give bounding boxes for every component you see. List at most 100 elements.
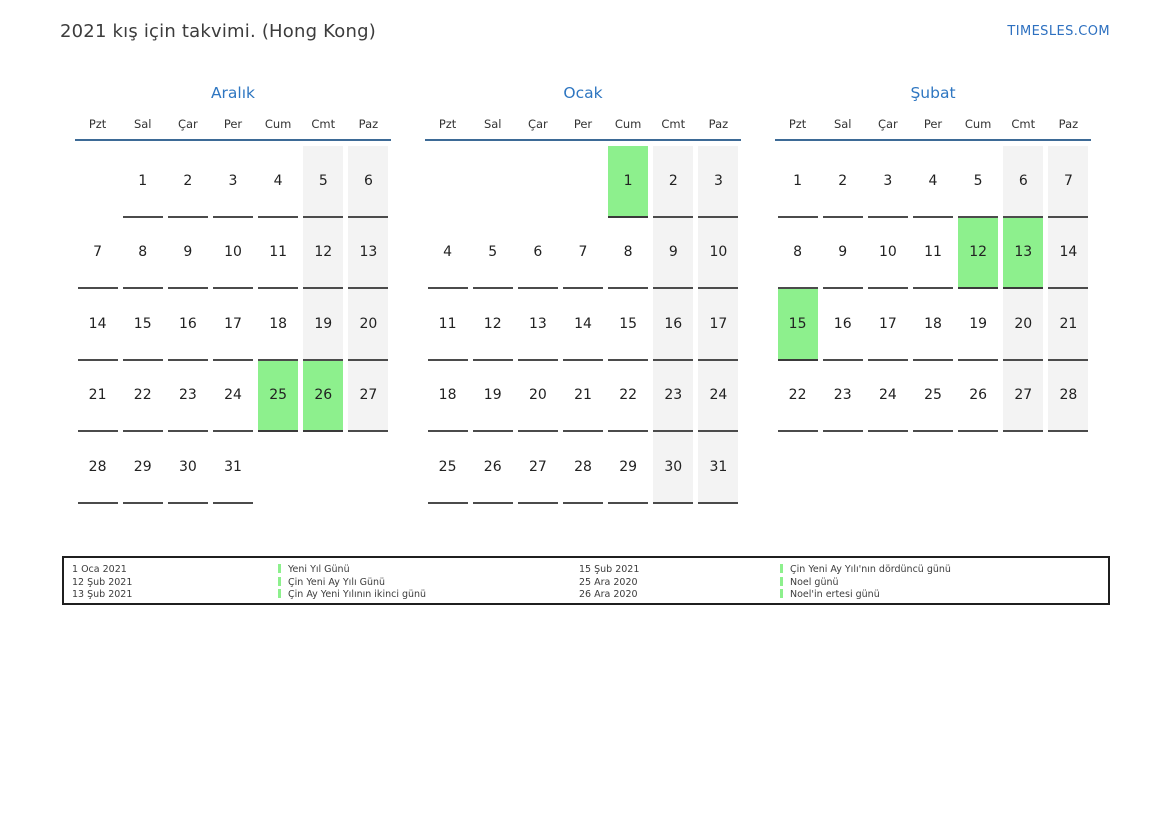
day-cell: 26 — [958, 360, 999, 432]
holiday-marker-icon — [278, 576, 281, 586]
month-şubat: Şubat Pzt Sal Çar Per Cum Cmt Paz 1 2 3 4 5 6 7 8 9 10 11 1… — [775, 83, 1091, 504]
weekday-header: Çar — [527, 117, 548, 131]
day-cell: 15 — [122, 289, 163, 361]
day-cell: 24 — [212, 360, 254, 432]
weekday-header: Pzt — [788, 117, 807, 131]
holiday-day-cell: 1 — [608, 146, 649, 218]
month-title: Ocak — [563, 84, 603, 102]
week-row: 18 19 20 21 22 23 24 — [425, 360, 741, 432]
weekday-header: Çar — [177, 117, 198, 131]
day-cell: 6 — [517, 217, 558, 289]
day-cell: 10 — [212, 217, 254, 289]
weekday-header: Cum — [264, 117, 292, 131]
week-row: 8 9 10 11 12 13 14 — [775, 217, 1091, 289]
weekend-day-cell: 20 — [348, 289, 389, 361]
day-cell: 8 — [122, 217, 163, 289]
day-cell: 2 — [167, 146, 208, 218]
legend-names-column: Çin Yeni Ay Yılı'nın dördüncü günü Noel g… — [780, 564, 1108, 603]
day-cell: 23 — [167, 360, 208, 432]
day-cell: 20 — [517, 360, 558, 432]
week-row: 15 16 17 18 19 20 21 — [775, 289, 1091, 361]
week-row: 25 26 27 28 29 30 31 — [425, 432, 741, 504]
week-row: 28 29 30 31 — [75, 432, 391, 504]
weekend-day-cell: 28 — [1048, 360, 1089, 432]
legend-holiday-label: Noel günü — [790, 576, 839, 588]
weekday-header: Per — [573, 117, 593, 131]
weekday-header: Paz — [1058, 117, 1079, 131]
weekday-header: Pzt — [438, 117, 457, 131]
holiday-day-cell: 15 — [777, 289, 818, 361]
day-cell: 9 — [822, 217, 863, 289]
day-cell: 2 — [822, 146, 863, 218]
weekday-header: Çar — [877, 117, 898, 131]
page-title: 2021 kış için takvimi. (Hong Kong) — [60, 21, 376, 42]
weekend-day-cell: 6 — [1003, 146, 1044, 218]
empty-cell — [78, 146, 118, 218]
day-cell: 18 — [258, 289, 299, 361]
empty-cell — [428, 146, 468, 218]
weekday-header: Cum — [614, 117, 642, 131]
legend-date: 13 Şub 2021 — [72, 589, 133, 601]
day-cell: 29 — [122, 432, 163, 504]
day-cell: 22 — [777, 360, 818, 432]
day-cell: 17 — [212, 289, 254, 361]
week-row: 14 15 16 17 18 19 20 — [75, 289, 391, 361]
day-cell: 9 — [167, 217, 208, 289]
day-cell: 18 — [427, 360, 468, 432]
legend-holiday-label: Çin Yeni Ay Yılı'nın dördüncü günü — [790, 564, 951, 575]
day-cell: 1 — [122, 146, 163, 218]
holiday-day-cell: 13 — [1003, 217, 1044, 289]
legend-date: 26 Ara 2020 — [579, 589, 638, 601]
weekend-day-cell: 20 — [1003, 289, 1044, 361]
weekend-day-cell: 21 — [1048, 289, 1089, 361]
day-cell: 12 — [472, 289, 513, 361]
weekday-header: Cmt — [311, 117, 336, 131]
weekend-day-cell: 13 — [348, 217, 389, 289]
day-cell: 28 — [77, 432, 118, 504]
day-cell: 7 — [77, 217, 118, 289]
weekend-day-cell: 30 — [653, 432, 694, 504]
legend-holiday-name: Yeni Yıl Günü — [278, 564, 571, 577]
day-cell: 7 — [562, 217, 604, 289]
holiday-marker-icon — [780, 589, 783, 599]
day-cell: 22 — [122, 360, 163, 432]
day-cell: 16 — [822, 289, 863, 361]
weekend-day-cell: 2 — [653, 146, 694, 218]
weekday-header: Sal — [483, 117, 502, 131]
weekend-day-cell: 19 — [303, 289, 344, 361]
legend-date: 1 Oca 2021 — [72, 564, 127, 575]
weekday-header: Pzt — [88, 117, 107, 131]
day-cell: 4 — [427, 217, 468, 289]
holiday-day-cell: 12 — [958, 217, 999, 289]
holiday-marker-icon — [780, 564, 783, 573]
day-cell: 8 — [608, 217, 649, 289]
week-row: 22 23 24 25 26 27 28 — [775, 360, 1091, 432]
site-link[interactable]: TIMESLES.COM — [1007, 24, 1110, 39]
weekday-header: Per — [223, 117, 243, 131]
legend-holiday-name: Noel günü — [780, 576, 1108, 590]
day-cell: 13 — [517, 289, 558, 361]
weekend-day-cell: 27 — [1003, 360, 1044, 432]
day-cell: 3 — [867, 146, 908, 218]
legend-date: 15 Şub 2021 — [579, 564, 640, 575]
day-cell: 21 — [562, 360, 604, 432]
day-cell: 11 — [912, 217, 954, 289]
empty-cell — [348, 432, 388, 504]
empty-cell — [258, 432, 298, 504]
weekday-header: Paz — [358, 117, 379, 131]
weekend-day-cell: 5 — [303, 146, 344, 218]
legend-holiday-name: Çin Yeni Ay Yılı Günü — [278, 576, 571, 590]
weekday-header-row: Pzt Sal Çar Per Cum Cmt Paz — [75, 118, 391, 141]
day-cell: 21 — [77, 360, 118, 432]
holiday-marker-icon — [278, 589, 281, 599]
day-cell: 31 — [212, 432, 254, 504]
day-cell: 30 — [167, 432, 208, 504]
weekend-day-cell: 31 — [698, 432, 739, 504]
weekend-day-cell: 9 — [653, 217, 694, 289]
day-cell: 19 — [472, 360, 513, 432]
month-ocak: Ocak Pzt Sal Çar Per Cum Cmt Paz 1 2 3 4 5 6 7 8 9 10 11 12… — [425, 83, 741, 504]
weekday-header-row: Pzt Sal Çar Per Cum Cmt Paz — [775, 118, 1091, 141]
